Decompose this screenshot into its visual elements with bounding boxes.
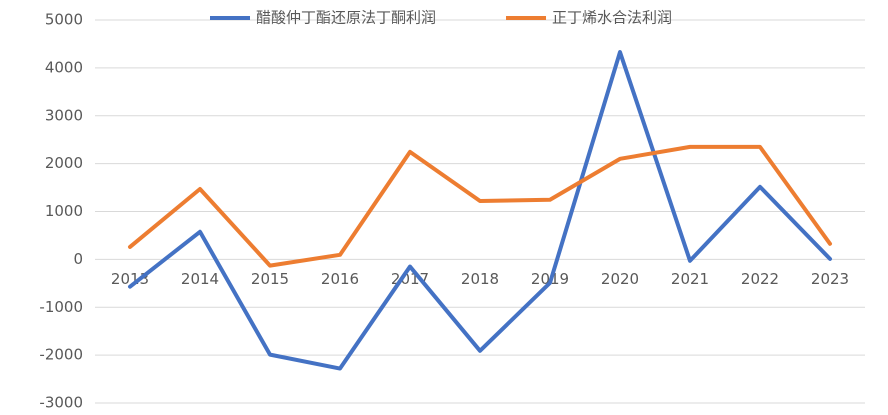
y-tick-label: -1000 [39, 298, 83, 316]
x-tick-label: 2014 [181, 270, 219, 288]
x-tick-label: 2021 [671, 270, 709, 288]
y-tick-label: -3000 [39, 394, 83, 412]
x-tick-label: 2020 [601, 270, 639, 288]
y-tick-label: 3000 [45, 106, 83, 124]
y-tick-label: 1000 [45, 202, 83, 220]
y-tick-label: 4000 [45, 58, 83, 76]
x-tick-label: 2013 [111, 270, 149, 288]
y-tick-label: 5000 [45, 11, 83, 29]
x-tick-label: 2022 [741, 270, 779, 288]
x-tick-label: 2023 [811, 270, 849, 288]
y-tick-label: 0 [73, 250, 83, 268]
series-line [128, 50, 832, 371]
y-tick-label: 2000 [45, 154, 83, 172]
x-tick-label: 2016 [321, 270, 359, 288]
x-tick-label: 2015 [251, 270, 289, 288]
legend-label: 正丁烯水合法利润 [552, 9, 672, 27]
x-tick-label: 2018 [461, 270, 499, 288]
y-tick-label: -2000 [39, 346, 83, 364]
legend-label: 醋酸仲丁酯还原法丁酮利润 [256, 9, 436, 27]
series-line [128, 144, 832, 268]
